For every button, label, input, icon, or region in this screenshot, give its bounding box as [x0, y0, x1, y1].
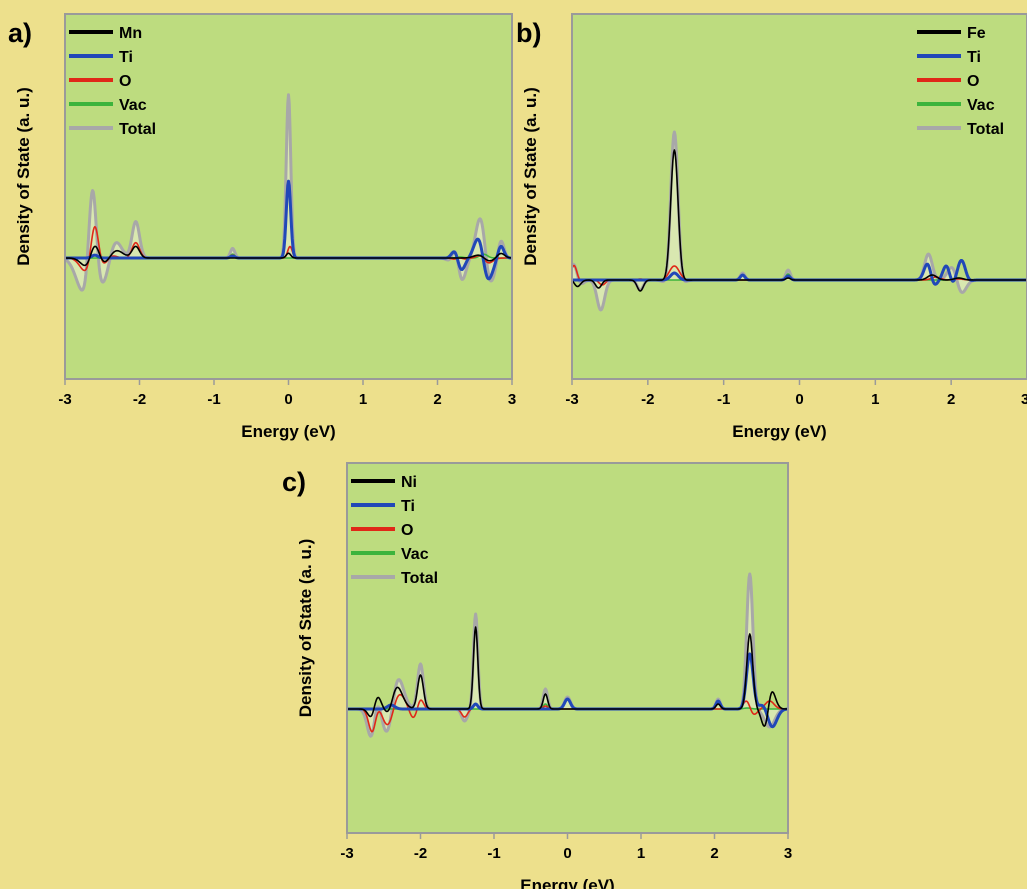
x-tick-label: 1 — [359, 391, 367, 408]
legend-label-ni: Ni — [401, 474, 417, 491]
plot-area — [572, 14, 1027, 379]
panel-label: a) — [8, 18, 32, 48]
x-tick-label: 3 — [508, 391, 516, 408]
plot-area — [347, 463, 788, 833]
x-axis-label: Energy (eV) — [241, 422, 335, 441]
legend-label-total: Total — [967, 121, 1004, 138]
plot-curves — [65, 93, 512, 292]
legend-label-vac: Vac — [967, 97, 995, 114]
panel-b: -3 -2 -1 0 1 2 3 Energy (eV) Density of State (a… — [516, 13, 1027, 441]
legend-label-fe: Fe — [967, 25, 986, 42]
panel-label: c) — [282, 467, 306, 497]
x-tick-label: -1 — [487, 845, 500, 862]
legend-label-o: O — [119, 73, 131, 90]
x-tick-label: -1 — [207, 391, 220, 408]
series-line-ni — [347, 626, 788, 727]
x-tick-label: -2 — [414, 845, 427, 862]
y-axis-label: Density of State (a. u.) — [296, 539, 315, 718]
panel-c: -3 -2 -1 0 1 2 3 Energy (eV) Density of State (a… — [282, 462, 792, 889]
legend: Ni Ti O Vac Total — [351, 474, 438, 587]
legend-label-o: O — [967, 73, 979, 90]
x-tick-label: 1 — [637, 845, 645, 862]
series-line-fe — [572, 149, 1027, 292]
x-tick-label: 3 — [1021, 391, 1027, 408]
legend-label-vac: Vac — [119, 97, 147, 114]
legend-label-o: O — [401, 522, 413, 539]
x-tick-label: -3 — [58, 391, 71, 408]
panel-a: -3 -2 -1 0 1 2 3 Energy (eV) Density of State (a… — [8, 13, 516, 441]
x-tick-label: 2 — [710, 845, 718, 862]
legend: Fe Ti O Vac Total — [917, 25, 1004, 138]
legend: Mn Ti O Vac Total — [69, 25, 156, 138]
legend-label-ti: Ti — [967, 49, 981, 66]
x-tick-label: 2 — [433, 391, 441, 408]
y-axis-label: Density of State (a. u.) — [521, 87, 540, 266]
x-tick-label: 2 — [947, 391, 955, 408]
total-dos-fill — [347, 574, 788, 737]
x-axis-label: Energy (eV) — [520, 876, 614, 889]
x-tick-label: -2 — [641, 391, 654, 408]
x-tick-label: -3 — [565, 391, 578, 408]
x-tick-label: 0 — [563, 845, 571, 862]
y-axis-label: Density of State (a. u.) — [14, 87, 33, 266]
x-tick-label: -3 — [340, 845, 353, 862]
x-axis-label: Energy (eV) — [732, 422, 826, 441]
series-line-mn — [65, 245, 512, 267]
legend-label-mn: Mn — [119, 25, 142, 42]
legend-label-total: Total — [401, 570, 438, 587]
legend-label-ti: Ti — [119, 49, 133, 66]
x-tick-label: 1 — [871, 391, 879, 408]
x-tick-label: 3 — [784, 845, 792, 862]
x-tick-label: 0 — [795, 391, 803, 408]
x-tick-label: 0 — [284, 391, 292, 408]
plot-curves — [347, 572, 788, 738]
x-tick-label: -2 — [133, 391, 146, 408]
plot-curves — [572, 130, 1027, 312]
panel-label: b) — [516, 18, 541, 48]
legend-label-total: Total — [119, 121, 156, 138]
legend-label-vac: Vac — [401, 546, 429, 563]
x-tick-label: -1 — [717, 391, 730, 408]
legend-label-ti: Ti — [401, 498, 415, 515]
